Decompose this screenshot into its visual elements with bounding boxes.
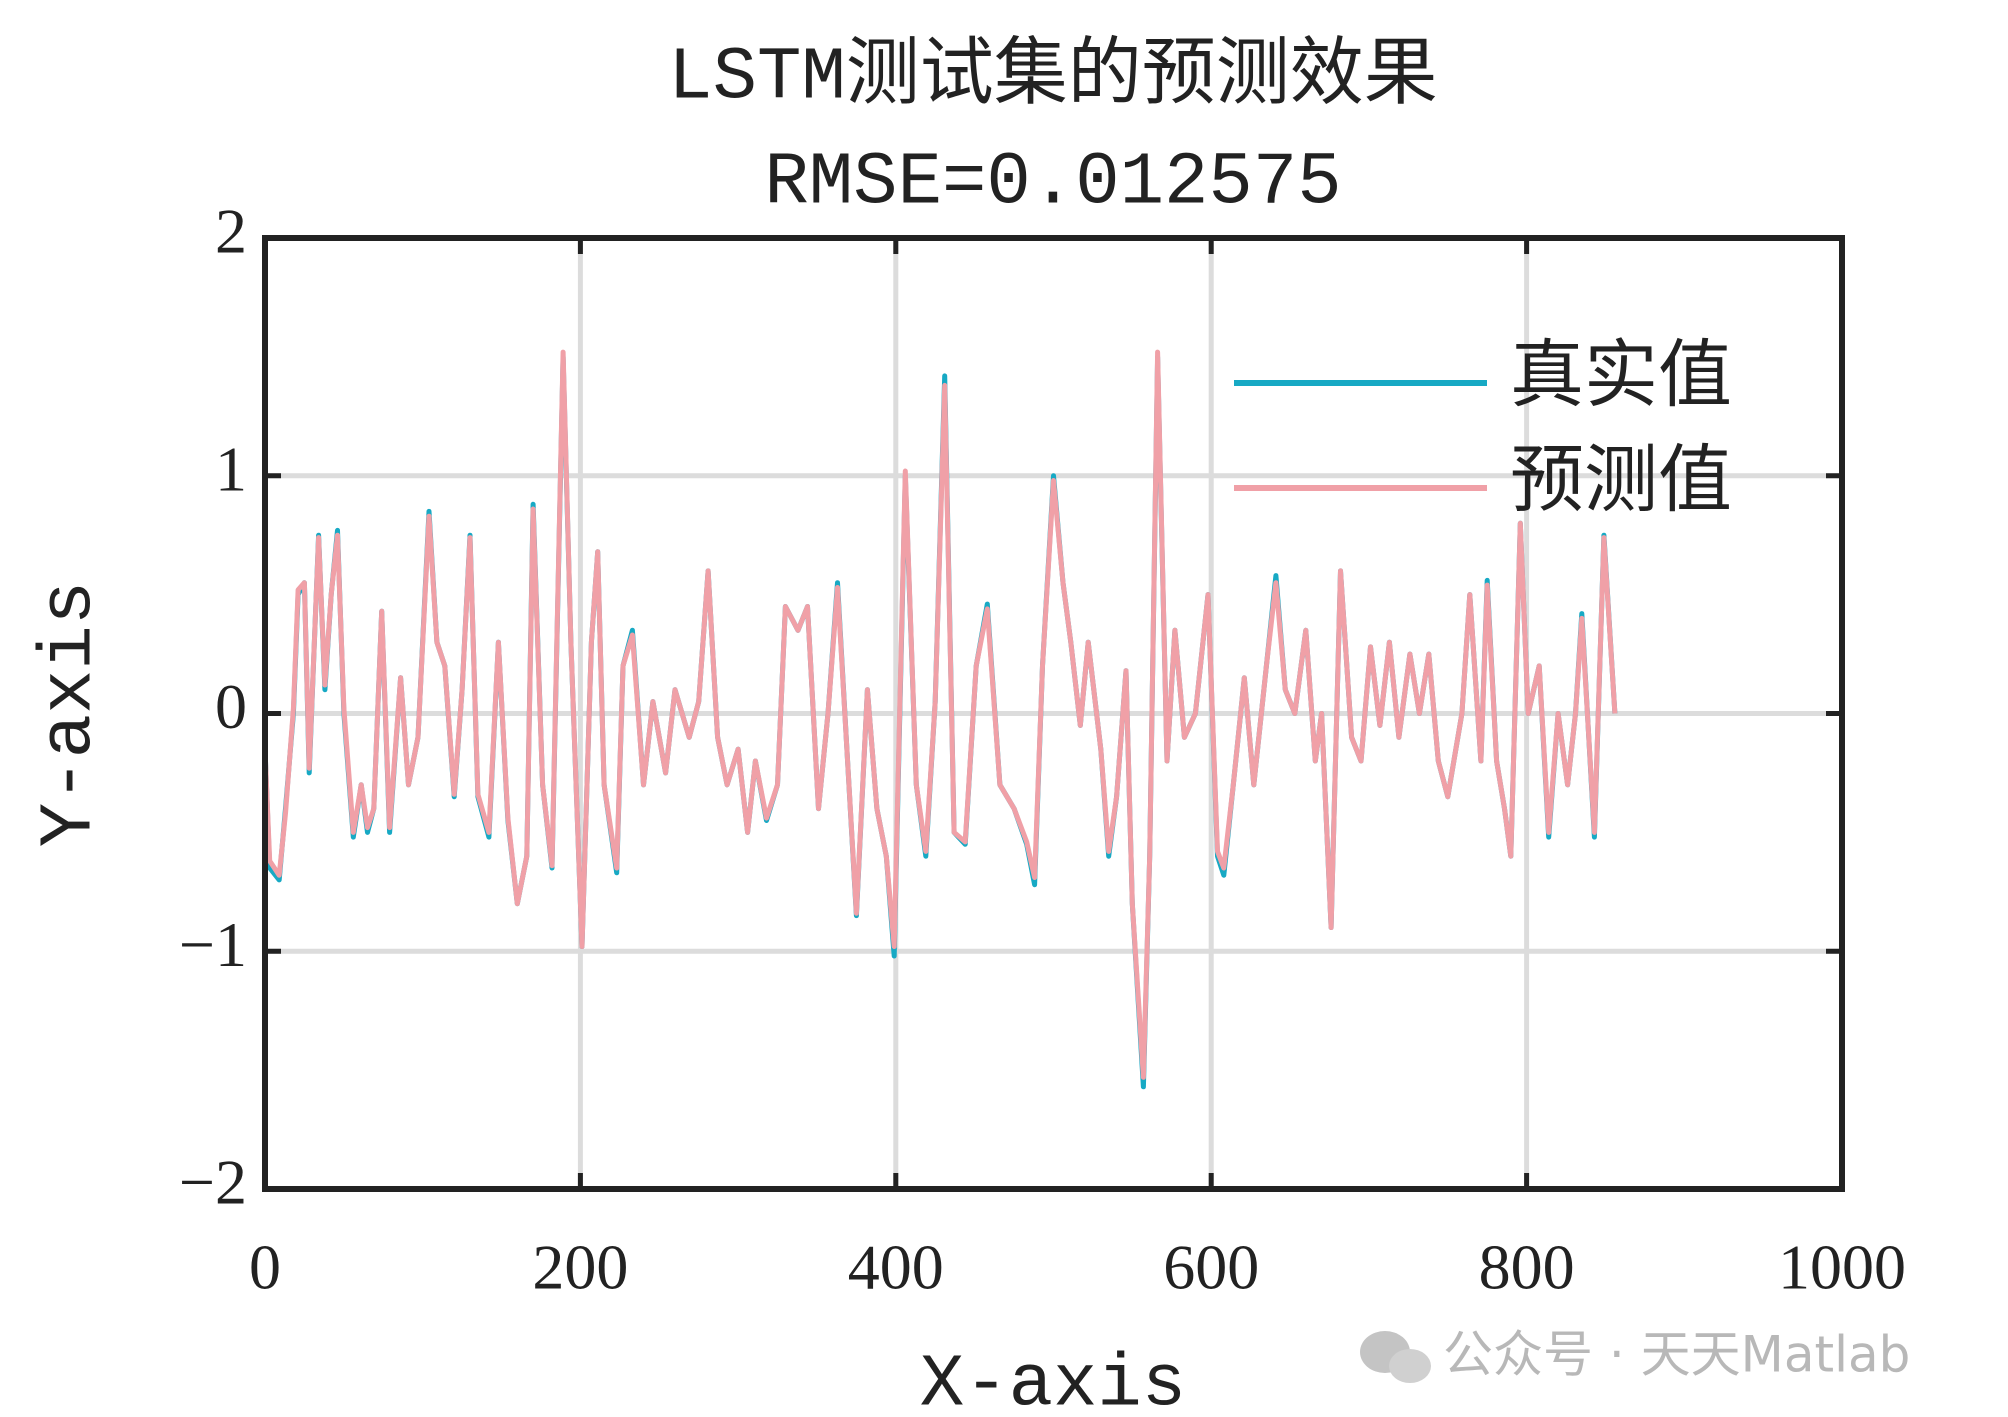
watermark: 公众号 · 天天Matlab [1443,1326,1910,1384]
y-tick-label: 1 [215,433,247,504]
y-tick-label: 2 [215,196,247,267]
y-axis-label: Y-axis [29,581,113,847]
watermark-icon [1360,1331,1431,1383]
x-tick-label: 200 [532,1232,628,1303]
x-tick-label: 800 [1479,1232,1575,1303]
legend-label: 真实值 [1510,335,1732,417]
x-tick-label: 0 [249,1232,281,1303]
x-tick-label: 600 [1163,1232,1259,1303]
x-tick-label: 1000 [1778,1232,1906,1303]
chart-subtitle: RMSE=0.012575 [764,142,1341,226]
y-tick-label: −1 [179,909,247,980]
y-tick-label: 0 [215,671,247,742]
plot-frame [262,235,1845,1192]
legend-label: 预测值 [1510,440,1732,522]
y-tick-label: −2 [179,1147,247,1218]
series-line [262,349,1618,1080]
x-axis-label: X-axis [920,1344,1186,1417]
chart-title: LSTM测试集的预测效果 [668,35,1438,121]
x-tick-label: 400 [848,1232,944,1303]
